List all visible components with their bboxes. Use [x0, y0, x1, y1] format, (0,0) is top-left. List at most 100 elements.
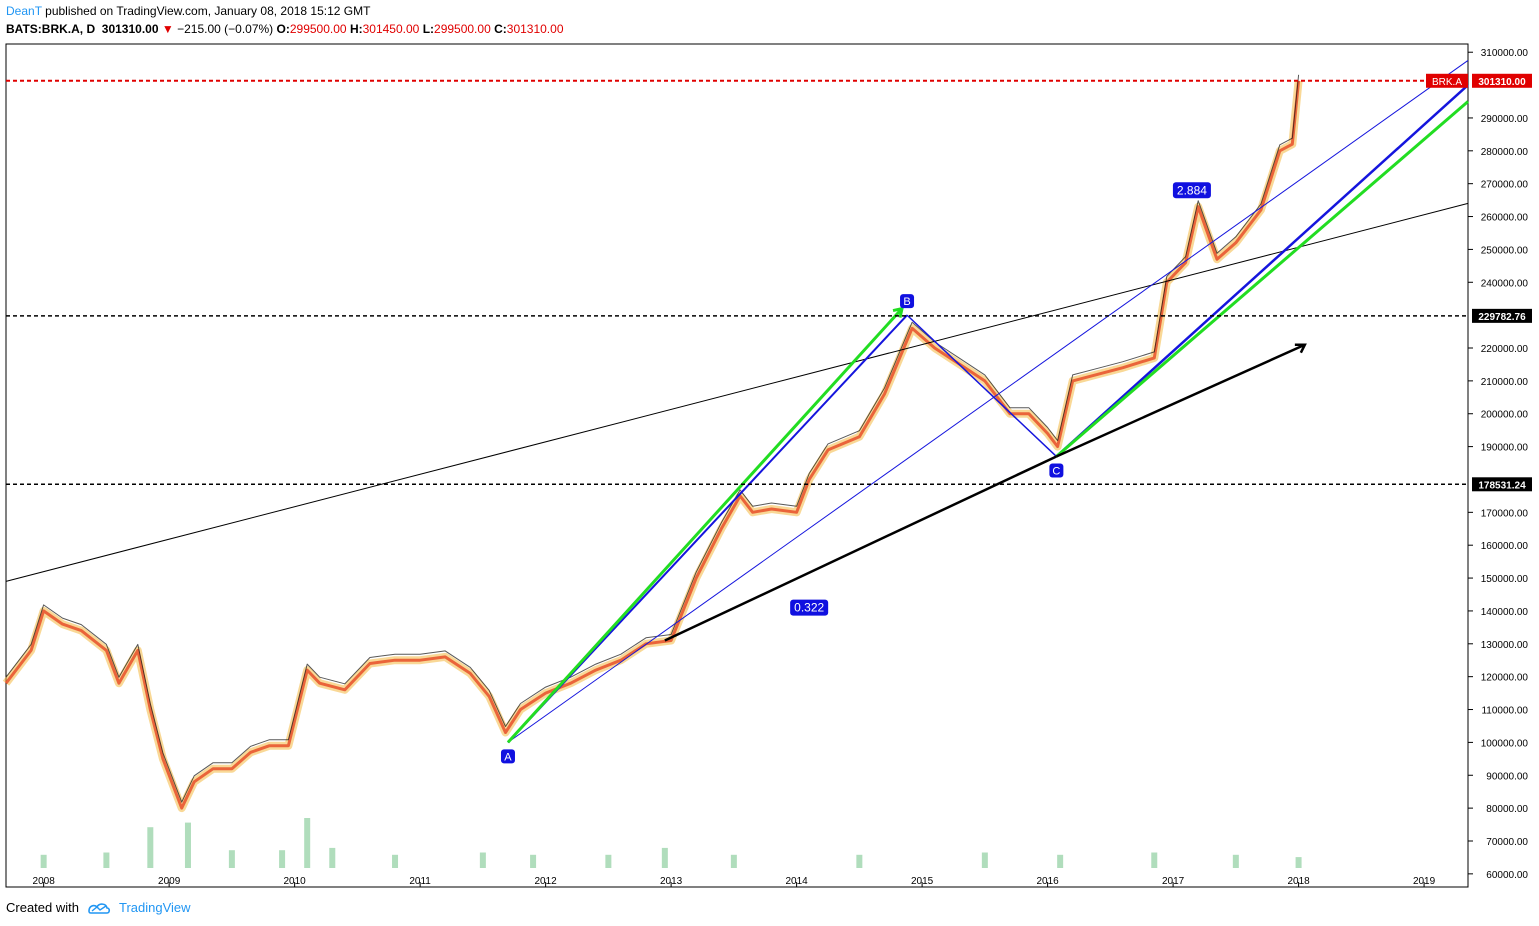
y-tick-label: 110000.00	[1481, 706, 1528, 717]
plot-frame	[5, 43, 1469, 888]
volume-bar	[530, 854, 537, 868]
y-tick-label: 130000.00	[1481, 640, 1529, 651]
volume-bar	[1232, 854, 1239, 868]
y-tick-label: 160000.00	[1481, 541, 1529, 552]
ohlc-line: BATS:BRK.A, D 301310.00 ▼ −215.00 (−0.07…	[6, 22, 564, 36]
green-arrow-head	[892, 306, 904, 318]
point-marker-b	[900, 294, 915, 309]
y-tick-label: 190000.00	[1481, 443, 1529, 454]
footer: Created with TradingView	[6, 900, 191, 915]
point-label-a: A	[504, 751, 512, 763]
volume-bar	[661, 847, 668, 868]
ratio-label-0: 0.322	[794, 601, 824, 615]
level-value-0: 301310.00	[1478, 77, 1526, 88]
volume-bar	[329, 847, 336, 868]
symbol-label[interactable]: BATS:BRK.A, D	[6, 22, 96, 36]
black-arrow-head	[1294, 343, 1307, 354]
point-marker-a	[500, 749, 515, 764]
point-marker-c	[1049, 463, 1064, 478]
close-label: C:	[494, 22, 507, 36]
price-series	[2, 74, 1303, 813]
volume-bar	[279, 850, 286, 868]
y-tick-label: 240000.00	[1481, 278, 1529, 289]
volume-bar	[40, 854, 47, 868]
black-projection-arrow	[1055, 343, 1306, 458]
x-tick-label: 2015	[911, 876, 934, 887]
volume-bar	[730, 854, 737, 868]
drawing-lines	[5, 60, 1469, 744]
volume-bar	[479, 852, 486, 868]
down-arrow-icon: ▼	[161, 22, 174, 36]
y-tick-label: 210000.00	[1481, 377, 1529, 388]
ma-ribbon-outer	[2, 80, 1303, 813]
y-tick-label: 220000.00	[1481, 344, 1529, 355]
x-tick-label: 2017	[1162, 876, 1185, 887]
open-value: 299500.00	[289, 22, 347, 36]
level-tag-2	[1472, 477, 1532, 492]
created-with-text: Created with	[6, 900, 79, 915]
y-tick-label: 200000.00	[1481, 410, 1529, 421]
x-tick-label: 2019	[1413, 876, 1436, 887]
volume-bar	[147, 827, 154, 868]
ratio-label-1: 2.884	[1177, 183, 1207, 197]
wave-bc-line	[906, 314, 1057, 458]
volume-bar	[184, 822, 191, 868]
ratio-badge-1	[1172, 182, 1211, 199]
y-tick-label: 120000.00	[1481, 673, 1529, 684]
y-tick-label: 140000.00	[1481, 607, 1529, 618]
x-tick-label: 2018	[1287, 876, 1310, 887]
x-tick-label: 2009	[158, 876, 181, 887]
volume-bar	[228, 850, 235, 868]
y-tick-label: 60000.00	[1486, 870, 1528, 881]
blue-support-line	[1055, 84, 1469, 458]
green-support-line	[1055, 100, 1469, 458]
x-tick-label: 2013	[660, 876, 683, 887]
y-tick-label: 100000.00	[1481, 738, 1529, 749]
y-tick-label: 280000.00	[1481, 147, 1529, 158]
price-change: −215.00 (−0.07%)	[177, 22, 274, 36]
volume-bar	[981, 852, 988, 868]
y-tick-label: 250000.00	[1481, 245, 1529, 256]
volume-bar	[304, 818, 311, 868]
ma-ribbon-inner	[4, 80, 1301, 810]
x-tick-label: 2014	[785, 876, 808, 887]
price-line-series	[5, 74, 1300, 803]
price-axis: 310000.00 290000.00 280000.00 270000.00 2600…	[1468, 48, 1528, 881]
x-tick-label: 2012	[534, 876, 557, 887]
tradingview-link[interactable]: TradingView	[118, 900, 191, 915]
ratio-badge-0	[790, 599, 829, 616]
x-tick-label: 2016	[1036, 876, 1059, 887]
x-tick-label: 2011	[409, 876, 431, 887]
level-value-2: 178531.24	[1478, 480, 1526, 491]
symbol-tag	[1426, 73, 1468, 88]
y-tick-label: 260000.00	[1481, 213, 1529, 224]
publish-text: published on TradingView.com, January 08…	[41, 4, 371, 18]
black-ab-line	[664, 455, 1057, 642]
y-tick-label: 70000.00	[1486, 837, 1528, 848]
volume-bar	[103, 852, 110, 868]
low-label: L:	[422, 22, 435, 36]
level-value-1: 229782.76	[1478, 312, 1526, 323]
chart-header: DeanT published on TradingView.com, Janu…	[0, 0, 1539, 44]
volume-bar	[1057, 854, 1064, 868]
horizontal-levels: 301310.00 BRK.A 229782.76 178531.24	[6, 73, 1532, 492]
time-axis: 2008 2009 2010 2011 2012 2013 2014 2015 2016 2017…	[33, 876, 1436, 887]
point-label-c: C	[1052, 465, 1060, 477]
high-label: H:	[349, 22, 363, 36]
wave-points: A B C	[500, 294, 1064, 764]
tradingview-logo-icon	[88, 902, 111, 914]
level-tag-1	[1472, 308, 1532, 323]
volume-bar	[605, 854, 612, 868]
close-value: 301310.00	[506, 22, 564, 36]
y-tick-label: 170000.00	[1481, 508, 1529, 519]
low-value: 299500.00	[434, 22, 491, 36]
volume-bars	[40, 818, 1302, 868]
symbol-tag-label: BRK.A	[1432, 77, 1462, 88]
y-tick-label: 90000.00	[1486, 771, 1528, 782]
x-tick-label: 2010	[284, 876, 307, 887]
volume-bar	[1295, 857, 1302, 868]
author-link[interactable]: DeanT	[6, 4, 42, 18]
level-tag-0	[1472, 73, 1532, 88]
y-tick-label: 80000.00	[1486, 804, 1528, 815]
